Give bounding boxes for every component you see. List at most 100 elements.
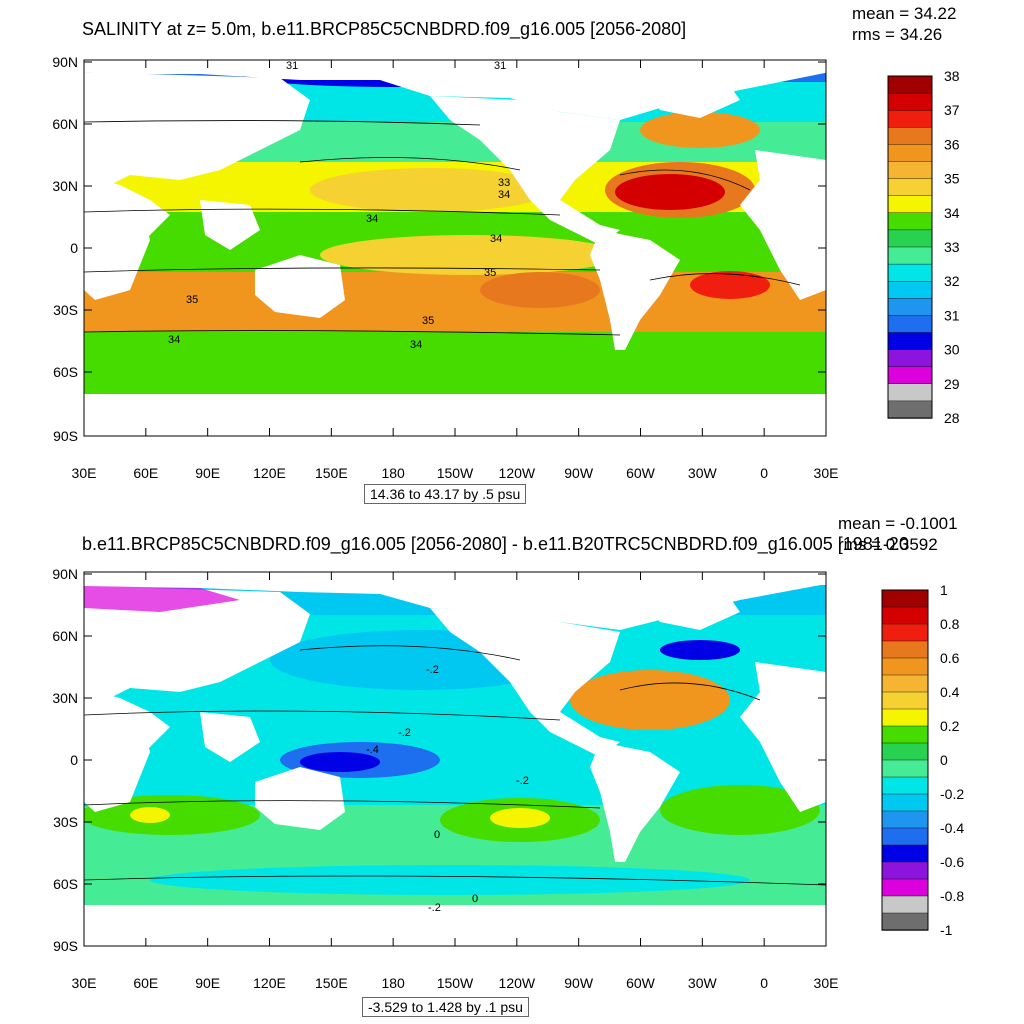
p1-land-asia bbox=[84, 72, 310, 185]
lon-label-9: 60W bbox=[626, 975, 656, 991]
colorbar-frame bbox=[887, 75, 933, 419]
p1-clabel-4: 34 bbox=[366, 213, 378, 225]
colorbar-swatch-14 bbox=[887, 315, 933, 334]
colorbar-label-5: 0 bbox=[940, 752, 948, 768]
colorbar-swatch-13 bbox=[881, 810, 929, 829]
p2-sio-salty bbox=[84, 795, 260, 835]
lat-label-2: 30N bbox=[52, 690, 78, 706]
p2-land-australia bbox=[255, 767, 345, 830]
p1-eq-pac bbox=[320, 235, 620, 275]
p2-clabel-0: -.2 bbox=[426, 664, 439, 676]
p1-land-australia bbox=[255, 255, 345, 318]
colorbar-label-9: -0.8 bbox=[940, 888, 964, 904]
colorbar-label-8: -0.6 bbox=[940, 854, 964, 870]
panel2-axes: 90N 60N 30N 0 30S 60S 90S 30E 60E 90E 120E 150E 180 1… bbox=[52, 566, 838, 991]
p1-clabel-10: 34 bbox=[410, 339, 422, 351]
lon-label-11: 0 bbox=[760, 975, 768, 991]
colorbar-swatch-2 bbox=[881, 623, 929, 642]
colorbar-swatch-4 bbox=[887, 144, 933, 163]
colorbar-frame bbox=[881, 589, 929, 931]
colorbar-swatch-16 bbox=[887, 349, 933, 368]
p2-sio-core bbox=[130, 807, 170, 823]
colorbar-swatch-18 bbox=[887, 383, 933, 402]
p1-contour-c bbox=[84, 330, 621, 336]
colorbar-label-9: 29 bbox=[944, 376, 960, 392]
lon-label-8: 90W bbox=[564, 465, 594, 481]
colorbar-swatch-12 bbox=[887, 281, 933, 300]
p1-clabel-2: 33 bbox=[498, 177, 510, 189]
colorbar-swatch-0 bbox=[881, 589, 929, 608]
panel2-map: -.2 -.2 -.4 -.2 0 0 -.2 bbox=[84, 572, 826, 946]
colorbar-label-7: -0.4 bbox=[940, 820, 964, 836]
p1-band-south bbox=[84, 332, 826, 394]
p1-natl-core bbox=[615, 174, 725, 210]
panel1-range-box: 14.36 to 43.17 by .5 psu bbox=[364, 484, 527, 504]
colorbar-swatch-12 bbox=[881, 793, 929, 812]
lon-label-11: 0 bbox=[760, 465, 768, 481]
panel1-colorbar: 38 37 36 35 34 33 32 31 30 29 28 bbox=[887, 68, 960, 426]
p2-contour-b bbox=[84, 800, 601, 809]
p2-clabel-2: -.4 bbox=[366, 744, 379, 756]
p1-clabel-9: 34 bbox=[168, 334, 180, 346]
panel1-axes: 90N 60N 30N 0 30S 60S 90S 30E 60E 90E 120E 150E 180 1… bbox=[52, 54, 838, 481]
p2-clabel-3: -.2 bbox=[516, 775, 529, 787]
colorbar-swatch-0 bbox=[887, 75, 933, 94]
panel2-rms: rms = 0.3592 bbox=[838, 535, 938, 554]
colorbar-swatch-5 bbox=[881, 674, 929, 693]
lat-label-2: 30N bbox=[52, 178, 78, 194]
p1-clabel-8: 35 bbox=[422, 315, 434, 327]
p1-norsea bbox=[640, 112, 760, 148]
colorbar-swatch-9 bbox=[881, 742, 929, 761]
colorbar-label-6: 32 bbox=[944, 273, 960, 289]
p1-clabel-1: 31 bbox=[494, 60, 506, 72]
p1-clabel-7: 35 bbox=[186, 294, 198, 306]
panel1-map: 31 31 33 34 34 34 35 35 35 34 34 bbox=[84, 60, 826, 436]
lat-label-4: 30S bbox=[53, 814, 78, 830]
p2-clabel-1: -.2 bbox=[398, 727, 411, 739]
p1-land-africa bbox=[84, 180, 150, 300]
colorbar-swatch-8 bbox=[881, 725, 929, 744]
colorbar-label-6: -0.2 bbox=[940, 786, 964, 802]
panel1-title: SALINITY at z= 5.0m, b.e11.BRCP85C5CNBDR… bbox=[82, 19, 687, 39]
p2-land-greenland bbox=[640, 582, 740, 630]
p2-land-seasia bbox=[200, 712, 260, 762]
panel2-mean: mean = -0.1001 bbox=[838, 514, 958, 533]
colorbar-label-8: 30 bbox=[944, 342, 960, 358]
colorbar-swatch-10 bbox=[887, 246, 933, 265]
colorbar-swatch-17 bbox=[881, 878, 929, 897]
p1-npac-gyre bbox=[310, 168, 550, 212]
colorbar-swatch-16 bbox=[881, 861, 929, 880]
colorbar-swatch-11 bbox=[881, 776, 929, 795]
colorbar-swatch-19 bbox=[887, 400, 933, 419]
colorbar-swatch-8 bbox=[887, 212, 933, 231]
p2-clabel-6: -.2 bbox=[428, 902, 441, 914]
lon-label-3: 120E bbox=[253, 465, 286, 481]
lat-label-3: 0 bbox=[70, 752, 78, 768]
p2-land-namerica bbox=[430, 608, 620, 757]
lat-label-6: 90S bbox=[53, 938, 78, 954]
lon-label-9: 60W bbox=[626, 465, 656, 481]
lat-label-3: 0 bbox=[70, 240, 78, 256]
lon-label-8: 90W bbox=[564, 975, 594, 991]
p2-contour-a bbox=[84, 710, 561, 721]
lat-label-1: 60N bbox=[52, 116, 78, 132]
p1-spac-gyre bbox=[480, 272, 600, 308]
colorbar-swatch-2 bbox=[887, 109, 933, 128]
p2-contour-c bbox=[299, 645, 521, 661]
p2-southern bbox=[150, 865, 750, 895]
colorbar-label-0: 38 bbox=[944, 68, 960, 84]
lon-label-7: 120W bbox=[499, 975, 536, 991]
p1-clabel-0: 31 bbox=[286, 60, 298, 72]
lon-label-4: 150E bbox=[315, 465, 348, 481]
colorbar-label-1: 37 bbox=[944, 102, 960, 118]
p2-satl bbox=[660, 785, 820, 835]
lat-label-0: 90N bbox=[52, 54, 78, 70]
panel2-range-box: -3.529 to 1.428 by .1 psu bbox=[362, 997, 529, 1017]
lon-label-10: 30W bbox=[688, 465, 718, 481]
panel2-colorbar: 1 0.8 0.6 0.4 0.2 0 -0.2 -0.4 -0.6 -0.8 -1 bbox=[881, 582, 964, 938]
colorbar-label-2: 0.6 bbox=[940, 650, 960, 666]
p2-natl-salty bbox=[570, 670, 730, 730]
p2-norsea-fresh bbox=[660, 640, 740, 660]
p2-clabel-5: 0 bbox=[472, 893, 478, 905]
